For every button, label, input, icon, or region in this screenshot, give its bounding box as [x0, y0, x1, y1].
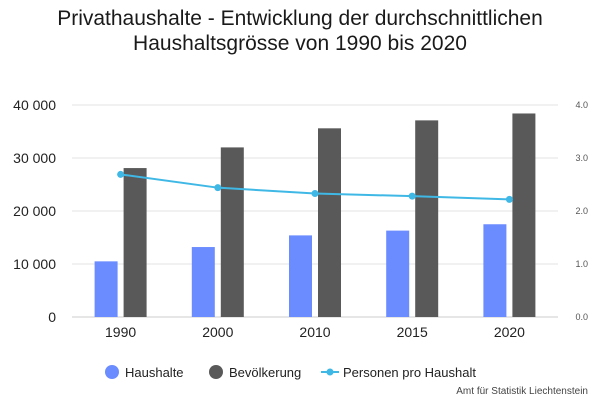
bars	[94, 113, 536, 318]
line-point	[311, 190, 319, 198]
y-left-tick-label: 20 000	[13, 203, 56, 219]
left-axis: 0 10 000 20 000 30 000 40 000	[13, 97, 56, 325]
line-point	[117, 170, 125, 178]
bar-haushalte	[386, 230, 410, 317]
y-right-tick-label: 1.0	[575, 259, 588, 269]
gridlines	[72, 104, 558, 318]
x-tick-label: 2020	[494, 324, 525, 340]
bar-haushalte	[94, 261, 118, 317]
legend-marker	[209, 365, 223, 379]
right-axis: 0.0 1.0 2.0 3.0 4.0	[575, 100, 588, 322]
bar-bevölkerung	[318, 128, 341, 317]
bar-haushalte	[289, 235, 312, 317]
x-tick-label: 2000	[202, 324, 233, 340]
legend-marker	[326, 368, 334, 376]
y-left-tick-label: 40 000	[13, 97, 56, 113]
legend: Haushalte Bevölkerung Personen pro Haushal…	[105, 365, 476, 380]
legend-label: Haushalte	[125, 365, 184, 380]
y-left-tick-label: 30 000	[13, 150, 56, 166]
bar-bevölkerung	[220, 147, 244, 317]
bar-bevölkerung	[512, 113, 536, 317]
x-tick-label: 2010	[299, 324, 330, 340]
bar-bevölkerung	[123, 168, 147, 317]
bar-haushalte	[191, 247, 215, 317]
x-axis: 1990 2000 2010 2015 2020	[105, 324, 525, 340]
y-left-tick-label: 10 000	[13, 256, 56, 272]
chart-title: Privathaushalte - Entwicklung der durchs…	[57, 7, 543, 55]
bar-haushalte	[483, 224, 507, 317]
legend-label: Bevölkerung	[229, 365, 301, 380]
line-point	[408, 192, 416, 200]
line-point	[214, 184, 222, 192]
line-series	[117, 170, 513, 203]
source-label: Amt für Statistik Liechtenstein	[456, 386, 588, 397]
y-left-tick-label: 0	[48, 309, 56, 325]
line-point	[505, 195, 513, 203]
y-right-tick-label: 4.0	[575, 100, 588, 110]
legend-label: Personen pro Haushalt	[343, 365, 476, 380]
bar-bevölkerung	[415, 120, 439, 318]
x-tick-label: 2015	[397, 324, 428, 340]
legend-marker	[105, 365, 119, 379]
y-right-tick-label: 3.0	[575, 153, 588, 163]
x-tick-label: 1990	[105, 324, 136, 340]
y-right-tick-label: 2.0	[575, 206, 588, 216]
y-right-tick-label: 0.0	[575, 312, 588, 322]
